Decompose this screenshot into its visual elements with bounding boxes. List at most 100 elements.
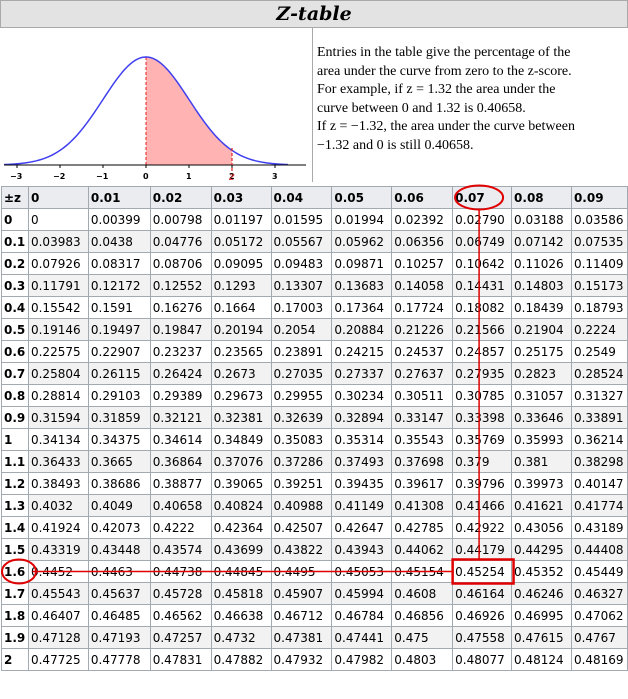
- table-cell: 0.09871: [331, 252, 393, 275]
- table-cell: 0.33646: [511, 406, 572, 429]
- description-line: curve between 0 and 1.32 is 0.40658.: [317, 100, 526, 116]
- table-cell: 0.12552: [149, 274, 212, 297]
- table-cell: 0.45154: [391, 560, 454, 583]
- row-header: 0.1: [1, 230, 29, 253]
- table-cell: 0.12172: [87, 274, 151, 297]
- table-cell: 0.21226: [391, 318, 454, 341]
- table-cell: 0.31594: [27, 406, 89, 429]
- table-cell: 0.39251: [270, 472, 333, 495]
- table-cell: 0.4608: [391, 582, 454, 605]
- table-cell: 0.0438: [87, 230, 151, 253]
- table-cell: 0.379: [452, 450, 513, 473]
- table-cell: 0.01197: [210, 208, 272, 231]
- table-cell: 0.47558: [452, 626, 513, 649]
- table-cell: 0.4495: [270, 560, 333, 583]
- table-cell: 0.01994: [331, 208, 393, 231]
- table-cell: 0.13683: [331, 274, 393, 297]
- row-header: 0.8: [1, 384, 29, 407]
- table-cell: 0.38298: [570, 450, 628, 473]
- table-cell: 0.47725: [27, 648, 89, 671]
- table-cell: 0.11026: [511, 252, 572, 275]
- column-header: 0.01: [87, 186, 151, 209]
- table-cell: 0.35543: [391, 428, 454, 451]
- table-cell: 0.4049: [87, 494, 151, 517]
- table-cell: 0.47381: [270, 626, 333, 649]
- table-cell: 0.43189: [570, 516, 628, 539]
- table-cell: 0.46164: [452, 582, 513, 605]
- table-cell: 0.41621: [511, 494, 572, 517]
- column-header: 0.09: [570, 186, 628, 209]
- table-cell: 0.46712: [270, 604, 333, 627]
- table-cell: 0.26424: [149, 362, 212, 385]
- table-cell: 0.47193: [87, 626, 151, 649]
- x-tick-label: 1: [186, 172, 192, 181]
- row-header: 0.4: [1, 296, 29, 319]
- table-cell: 0.32381: [210, 406, 272, 429]
- table-cell: 0.3665: [87, 450, 151, 473]
- table-cell: 0.04776: [149, 230, 212, 253]
- table-cell: 0.46856: [391, 604, 454, 627]
- column-header: 0: [27, 186, 89, 209]
- x-axis-ticks: −3 −2 −1 0 1 2 3: [10, 165, 278, 181]
- table-cell: 0: [27, 208, 89, 231]
- table-cell: 0.46246: [511, 582, 572, 605]
- table-row: 0.7 0.25804 0.26115 0.26424 0.2673 0.27035 0.2…: [1, 362, 628, 385]
- row-header: 1.6: [1, 560, 29, 583]
- x-tick-label: 3: [272, 172, 278, 181]
- table-cell: 0.09095: [210, 252, 272, 275]
- table-cell: 0.23891: [270, 340, 333, 363]
- table-cell: 0.01595: [270, 208, 333, 231]
- table-cell: 0.02790: [452, 208, 513, 231]
- column-header: 0.06: [391, 186, 454, 209]
- table-cell: 0.37698: [391, 450, 454, 473]
- page-title: Z-table: [0, 0, 628, 28]
- table-cell: 0.37076: [210, 450, 272, 473]
- row-header: 1.2: [1, 472, 29, 495]
- table-cell: 0.03586: [570, 208, 628, 231]
- table-cell: 0.20194: [210, 318, 272, 341]
- table-cell: 0.37493: [331, 450, 393, 473]
- table-cell: 0.45352: [511, 560, 572, 583]
- column-header: 0.04: [270, 186, 333, 209]
- row-header: 1.5: [1, 538, 29, 561]
- table-cell: 0.44738: [149, 560, 212, 583]
- row-header: 1.4: [1, 516, 29, 539]
- x-tick-label: −3: [10, 172, 22, 181]
- table-cell: 0.33147: [391, 406, 454, 429]
- table-cell: 0.42785: [391, 516, 454, 539]
- table-cell: 0.35993: [511, 428, 572, 451]
- table-cell: 0.43699: [210, 538, 272, 561]
- table-cell: 0.47128: [27, 626, 89, 649]
- table-cell: 0.45994: [331, 582, 393, 605]
- table-cell: 0.4452: [27, 560, 89, 583]
- table-cell: 0.46926: [452, 604, 513, 627]
- table-cell: 0.10257: [391, 252, 454, 275]
- x-tick-label: 0: [143, 172, 149, 181]
- table-row: 1 0.34134 0.34375 0.34614 0.34849 0.35083 0.35…: [1, 428, 628, 451]
- table-cell: 0.44062: [391, 538, 454, 561]
- table-cell: 0.41774: [570, 494, 628, 517]
- table-cell: 0.2224: [570, 318, 628, 341]
- table-cell: 0.47257: [149, 626, 212, 649]
- table-row: 1.8 0.46407 0.46485 0.46562 0.46638 0.46712 0.…: [1, 604, 628, 627]
- table-cell: 0.33398: [452, 406, 513, 429]
- table-cell: 0.47441: [331, 626, 393, 649]
- table-cell: 0.36433: [27, 450, 89, 473]
- table-cell: 0.27637: [391, 362, 454, 385]
- table-cell: 0.18082: [452, 296, 513, 319]
- row-header: 0.9: [1, 406, 29, 429]
- table-cell: 0.20884: [331, 318, 393, 341]
- table-cell: 0.30785: [452, 384, 513, 407]
- table-cell: 0.24537: [391, 340, 454, 363]
- row-header: 0.6: [1, 340, 29, 363]
- row-header: 1.3: [1, 494, 29, 517]
- table-row: 1.1 0.36433 0.3665 0.36864 0.37076 0.37286 0.3…: [1, 450, 628, 473]
- table-cell: 0.4032: [27, 494, 89, 517]
- table-cell: 0.47615: [511, 626, 572, 649]
- row-header: 1: [1, 428, 29, 451]
- column-header: 0.05: [331, 186, 393, 209]
- table-cell: 0.40988: [270, 494, 333, 517]
- table-cell: 0.40147: [570, 472, 628, 495]
- table-cell: 0.45637: [87, 582, 151, 605]
- table-cell: 0.4803: [391, 648, 454, 671]
